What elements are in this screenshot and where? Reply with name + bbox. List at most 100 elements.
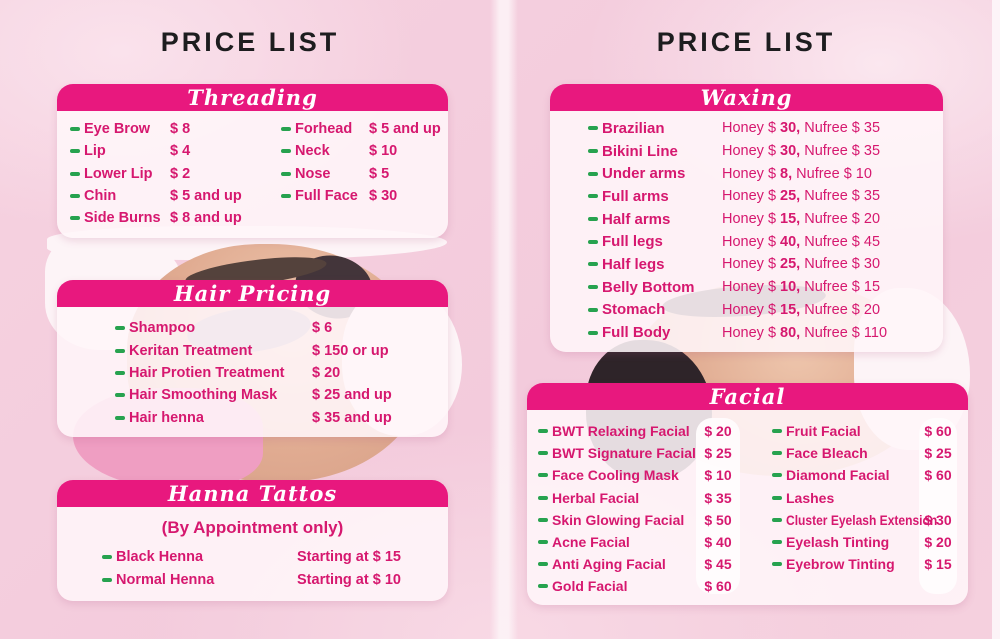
threading-column-1: Eye Brow $ 8 Lip $ 4 Lower Lip $ 2 Chin $ 5 and…: [57, 118, 269, 229]
price-row: Acne Facial $ 40: [527, 531, 757, 553]
waxing-list: Brazilian Honey $ 30, Nufree $ 35 Bikini L…: [550, 111, 943, 344]
service-label: Eyebrow Tinting: [786, 556, 895, 573]
price-row: Side Burns $ 8 and up: [57, 207, 269, 229]
price-row: Hair Protien Treatment $ 20: [57, 362, 448, 384]
dash-bullet-icon: [281, 149, 291, 154]
price-row: Full Face $ 30: [269, 185, 448, 207]
service-label: Lashes: [786, 489, 835, 506]
service-price: $ 8: [170, 121, 191, 138]
panel-divider: [490, 0, 518, 639]
service-label: BWT Signature Facial: [552, 445, 696, 462]
service-price: $ 25: [924, 445, 952, 462]
price-row: Keritan Treatment $ 150 or up: [57, 339, 448, 361]
service-label: Skin Glowing Facial: [552, 511, 685, 528]
facial-header: Facial: [527, 383, 968, 410]
service-price: $ 25 and up: [312, 387, 392, 404]
price-row: Cluster Eyelash Extension $ 30: [757, 509, 968, 531]
service-label: Full Body: [602, 324, 671, 342]
dash-bullet-icon: [538, 473, 548, 478]
facial-column-2: Fruit Facial $ 60 Face Bleach $ 25 Diamond F…: [757, 420, 968, 575]
service-label: Under arms: [602, 165, 686, 183]
service-price: $ 30: [924, 511, 952, 528]
dash-bullet-icon: [538, 517, 548, 522]
service-price: Starting at $ 15: [297, 549, 401, 566]
dash-bullet-icon: [115, 393, 125, 398]
dash-bullet-icon: [772, 429, 782, 434]
dash-bullet-icon: [115, 415, 125, 420]
service-price: $ 10: [369, 143, 398, 160]
service-price: Honey $ 10, Nufree $ 15: [722, 279, 881, 296]
service-label: Half arms: [602, 210, 671, 228]
price-row: Chin $ 5 and up: [57, 185, 269, 207]
service-price: Honey $ 30, Nufree $ 35: [722, 120, 881, 137]
service-price: $ 8 and up: [170, 210, 242, 227]
service-label: Full legs: [602, 233, 663, 251]
service-price: $ 4: [170, 143, 191, 160]
dash-bullet-icon: [588, 285, 598, 290]
service-price: $ 20: [924, 534, 952, 551]
price-column-pill-right: [919, 418, 957, 594]
dash-bullet-icon: [588, 217, 598, 222]
service-label: Cluster Eyelash Extension: [786, 511, 938, 528]
price-row: Diamond Facial $ 60: [757, 464, 968, 486]
service-price: $ 150 or up: [312, 342, 389, 359]
henna-list: Black Henna Starting at $ 15 Normal Henna S…: [57, 546, 448, 591]
service-price: $ 40: [704, 534, 732, 551]
service-price: $ 45: [704, 556, 732, 573]
dash-bullet-icon: [538, 540, 548, 545]
dash-bullet-icon: [115, 370, 125, 375]
dash-bullet-icon: [772, 517, 782, 522]
price-row: Gold Facial $ 60: [527, 575, 757, 597]
dash-bullet-icon: [772, 451, 782, 456]
service-label: Side Burns: [84, 210, 161, 227]
dash-bullet-icon: [102, 577, 112, 582]
page-edge: [992, 0, 1000, 639]
price-row: Belly Bottom Honey $ 10, Nufree $ 15: [550, 276, 943, 299]
dash-bullet-icon: [588, 330, 598, 335]
service-label: Nose: [295, 165, 331, 182]
service-label: Diamond Facial: [786, 467, 890, 484]
dash-bullet-icon: [538, 495, 548, 500]
service-label: Face Bleach: [786, 445, 868, 462]
price-row: Fruit Facial $ 60: [757, 420, 968, 442]
service-price: Honey $ 25, Nufree $ 30: [722, 256, 881, 273]
service-label: Neck: [295, 143, 330, 160]
service-label: BWT Relaxing Facial: [552, 423, 690, 440]
price-row: Half legs Honey $ 25, Nufree $ 30: [550, 253, 943, 276]
dash-bullet-icon: [115, 348, 125, 353]
page-title-left: PRICE LIST: [160, 27, 340, 57]
price-row: Face Bleach $ 25: [757, 442, 968, 464]
service-label: Lip: [84, 143, 106, 160]
price-row: Full legs Honey $ 40, Nufree $ 45: [550, 230, 943, 253]
price-row: Shampoo $ 6: [57, 317, 448, 339]
price-row: Normal Henna Starting at $ 10: [57, 568, 448, 590]
price-row: Anti Aging Facial $ 45: [527, 553, 757, 575]
dash-bullet-icon: [70, 127, 80, 132]
service-price: Starting at $ 10: [297, 571, 401, 588]
service-price: $ 5 and up: [369, 121, 441, 138]
service-label: Bikini Line: [602, 142, 678, 160]
threading-card: Threading Eye Brow $ 8 Lip $ 4 Lower Lip $ 2 C…: [57, 84, 448, 238]
service-price: Honey $ 80, Nufree $ 110: [722, 324, 888, 341]
dash-bullet-icon: [70, 194, 80, 199]
dash-bullet-icon: [538, 562, 548, 567]
service-price: $ 60: [704, 578, 732, 595]
service-label: Chin: [84, 188, 117, 205]
service-price: Honey $ 15, Nufree $ 20: [722, 301, 881, 318]
service-price: Honey $ 30, Nufree $ 35: [722, 143, 881, 160]
price-row: Lashes: [757, 487, 968, 509]
dash-bullet-icon: [588, 171, 598, 176]
service-label: Eye Brow: [84, 121, 151, 138]
service-label: Stomach: [602, 301, 666, 319]
dash-bullet-icon: [102, 555, 112, 560]
service-price: $ 60: [924, 467, 952, 484]
service-price: Honey $ 25, Nufree $ 35: [722, 188, 881, 205]
service-label: Hair Protien Treatment: [129, 364, 285, 381]
service-price: $ 10: [704, 467, 732, 484]
dash-bullet-icon: [538, 584, 548, 589]
service-label: Half legs: [602, 255, 665, 273]
dash-bullet-icon: [281, 127, 291, 132]
henna-tattoos-header: Hanna Tattos: [57, 480, 448, 507]
price-row: Full Body Honey $ 80, Nufree $ 110: [550, 321, 943, 344]
service-price: $ 35 and up: [312, 409, 392, 426]
